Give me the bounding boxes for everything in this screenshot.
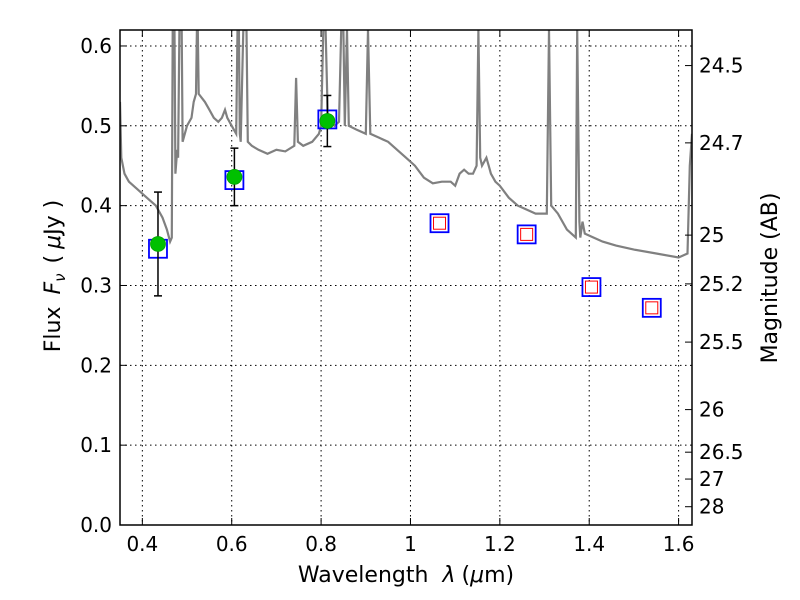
mag-tick-label: 24.7: [699, 131, 744, 155]
x-tick-label: 1.4: [573, 532, 605, 556]
y-tick-label: 0.3: [80, 273, 112, 297]
x-axis-label: Wavelength λ (μm): [298, 563, 514, 588]
mag-tick-label: 25.2: [699, 272, 744, 296]
grid: [120, 30, 692, 526]
y-axis-label: FluxFν(μJy ): [41, 200, 69, 352]
predicted-point: [433, 216, 447, 230]
observed-point: [226, 169, 243, 185]
mag-tick-label: 25.5: [699, 330, 744, 354]
y-tick-label: 0.6: [80, 34, 112, 58]
y2-axis-label: Magnitude (AB): [758, 193, 783, 364]
mag-tick-label: 26.5: [699, 440, 744, 464]
mag-tick-label: 26: [699, 398, 724, 422]
x-tick-label: 1: [404, 532, 417, 556]
axis-ticks: 0.4 0.6 0.8 1 1.2 1.4 1.6 0.0 0.1 0.2 0.3 0.4 0.5 0.6…: [80, 30, 744, 556]
predicted-box: [516, 224, 537, 245]
predicted-box: [581, 277, 602, 297]
observed-point: [150, 236, 166, 252]
y-tick-label: 0.5: [80, 114, 112, 138]
mag-tick-label: 28: [699, 495, 724, 519]
y-tick-label: 0.0: [80, 513, 112, 537]
y-tick-label: 0.4: [80, 194, 112, 218]
mag-tick-label: 27: [699, 467, 724, 491]
predicted-point: [645, 301, 659, 315]
x-tick-label: 0.6: [216, 532, 248, 556]
mag-tick-label: 24.5: [699, 54, 744, 78]
predicted-box: [641, 297, 662, 318]
plot-frame: [119, 29, 693, 526]
x-tick-label: 0.4: [126, 532, 158, 556]
y-tick-label: 0.1: [80, 433, 112, 457]
predicted-point: [584, 280, 598, 294]
predicted-point: [520, 227, 534, 241]
observed-point: [319, 113, 336, 129]
x-tick-label: 0.8: [305, 532, 337, 556]
spectrum: [120, 30, 692, 259]
x-tick-label: 1.2: [484, 532, 516, 556]
mag-tick-label: 25: [699, 223, 724, 247]
data-points: [148, 94, 662, 318]
y-tick-label: 0.2: [80, 353, 112, 377]
spectrum-line: [120, 30, 692, 259]
predicted-box: [429, 213, 450, 234]
x-tick-label: 1.6: [663, 532, 695, 556]
